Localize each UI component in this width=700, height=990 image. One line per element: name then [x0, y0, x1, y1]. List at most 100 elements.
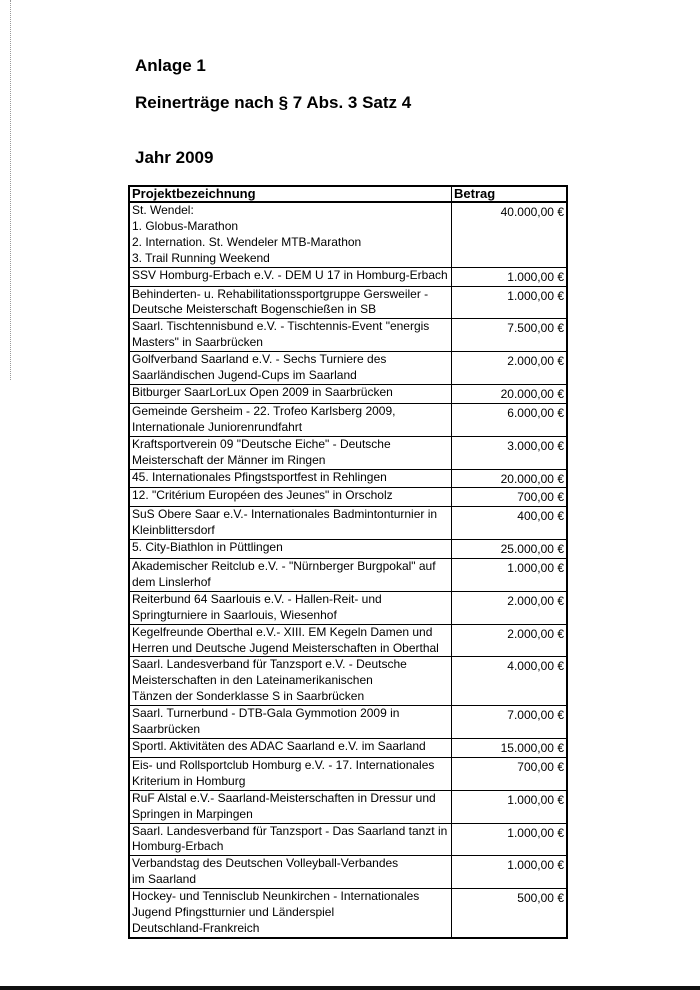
amount-cell: 1.000,00 €	[451, 558, 567, 592]
table-row: Sportl. Aktivitäten des ADAC Saarland e.…	[128, 738, 567, 758]
table-row: Saarl. Turnerbund - DTB-Gala Gymmotion 2…	[128, 705, 567, 739]
table-row: Hockey- und Tennisclub Neunkirchen - Int…	[128, 888, 567, 938]
project-line: Internationale Juniorenrundfahrt	[132, 419, 303, 434]
amount-cell: 1.000,00 €	[451, 266, 567, 287]
table-row: Kraftsportverein 09 "Deutsche Eiche" - D…	[128, 435, 567, 469]
amount-cell: 1.000,00 €	[451, 855, 567, 889]
amount-cell: 40.000,00 €	[451, 201, 567, 268]
project-line: Reiterbund 64 Saarlouis e.V. - Hallen-Re…	[132, 591, 382, 606]
project-line: Saarl. Tischtennisbund e.V. - Tischtenni…	[132, 319, 430, 334]
table-head: Projektbezeichnung Betrag	[128, 186, 567, 203]
amount-cell: 400,00 €	[451, 506, 567, 540]
project-cell: Behinderten- u. Rehabilitationssportgrup…	[128, 285, 452, 319]
project-line: Jugend Pfingstturnier und Länderspiel	[132, 905, 335, 920]
document-title: Reinerträge nach § 7 Abs. 3 Satz 4	[135, 93, 412, 112]
project-line: Saarbrücken	[132, 722, 201, 737]
scan-edge	[0, 986, 700, 990]
project-cell: RuF Alstal e.V.- Saarland-Meisterschafte…	[128, 789, 452, 824]
project-cell: Reiterbund 64 Saarlouis e.V. - Hallen-Re…	[128, 590, 452, 625]
project-line: Kleinblittersdorf	[132, 523, 215, 538]
amount-cell: 7.500,00 €	[451, 318, 567, 352]
project-line: Golfverband Saarland e.V. - Sechs Turnie…	[132, 352, 387, 367]
table-row: SSV Homburg-Erbach e.V. - DEM U 17 in Ho…	[128, 266, 567, 287]
amount-cell: 700,00 €	[451, 756, 567, 791]
table-row: Behinderten- u. Rehabilitationssportgrup…	[128, 285, 567, 319]
project-cell: 45. Internationales Pfingstsportfest in …	[128, 468, 452, 488]
project-cell: SuS Obere Saar e.V.- Internationales Bad…	[128, 506, 452, 540]
header-row: Projektbezeichnung Betrag	[128, 186, 567, 203]
table-row: Bitburger SaarLorLux Open 2009 in Saarbr…	[128, 383, 567, 404]
table-row: St. Wendel: 1. Globus-Marathon 2. Internat…	[128, 201, 567, 268]
amount-cell: 1.000,00 €	[451, 822, 567, 856]
annex-label: Anlage 1	[135, 56, 206, 75]
amount-cell: 25.000,00 €	[451, 539, 567, 559]
project-cell: Hockey- und Tennisclub Neunkirchen - Int…	[128, 888, 452, 938]
amount-cell: 500,00 €	[451, 888, 567, 938]
project-line: Meisterschaft der Männer im Ringen	[132, 452, 326, 467]
project-line: 12. "Critérium Européen des Jeunes" in O…	[132, 488, 393, 503]
project-line: im Saarland	[132, 872, 197, 887]
project-line: RuF Alstal e.V.- Saarland-Meisterschafte…	[132, 790, 436, 805]
amount-cell: 1.000,00 €	[451, 789, 567, 824]
table-row: Verbandstag des Deutschen Volleyball-Ver…	[128, 855, 567, 889]
table-row: Saarl. Landesverband für Tanzsport e.V. …	[128, 656, 567, 706]
project-cell: Eis- und Rollsportclub Homburg e.V. - 17…	[128, 756, 452, 791]
table-row: Kegelfreunde Oberthal e.V.- XIII. EM Keg…	[128, 623, 567, 657]
project-line: Kriterium in Homburg	[132, 773, 246, 788]
amount-cell: 20.000,00 €	[451, 383, 567, 404]
project-line: Saarl. Turnerbund - DTB-Gala Gymmotion 2…	[132, 706, 400, 721]
project-line: Springturniere in Saarlouis, Wiesenhof	[132, 607, 337, 622]
project-line: Verbandstag des Deutschen Volleyball-Ver…	[132, 856, 399, 871]
project-line: Gemeinde Gersheim - 22. Trofeo Karlsberg…	[132, 403, 396, 418]
table-row: 5. City-Biathlon in Püttlingen 25.000,00 …	[128, 539, 567, 559]
project-line: Springen in Marpingen	[132, 806, 253, 821]
project-cell: Verbandstag des Deutschen Volleyball-Ver…	[128, 855, 452, 889]
table-row: Eis- und Rollsportclub Homburg e.V. - 17…	[128, 756, 567, 791]
table-row: SuS Obere Saar e.V.- Internationales Bad…	[128, 506, 567, 540]
project-line: Eis- und Rollsportclub Homburg e.V. - 17…	[132, 757, 435, 772]
amount-cell: 3.000,00 €	[451, 435, 567, 469]
amount-cell: 2.000,00 €	[451, 623, 567, 657]
project-cell: Kraftsportverein 09 "Deutsche Eiche" - D…	[128, 435, 452, 469]
project-cell: St. Wendel: 1. Globus-Marathon 2. Internat…	[128, 201, 452, 268]
project-line: Saarl. Landesverband für Tanzsport - Das…	[132, 823, 448, 838]
table-row: Saarl. Tischtennisbund e.V. - Tischtenni…	[128, 318, 567, 352]
amount-cell: 20.000,00 €	[451, 468, 567, 488]
table-row: Akademischer Reitclub e.V. - "Nürnberger…	[128, 558, 567, 592]
project-line: Saarl. Landesverband für Tanzsport e.V. …	[132, 657, 407, 672]
project-line: Meisterschaften in den Lateinamerikanisc…	[132, 673, 373, 688]
project-line: 5. City-Biathlon in Püttlingen	[132, 540, 283, 555]
scan-edge	[10, 0, 11, 380]
column-header: Betrag	[451, 186, 567, 203]
project-line: SuS Obere Saar e.V.- Internationales Bad…	[132, 507, 438, 522]
project-line: 45. Internationales Pfingstsportfest in …	[132, 469, 387, 484]
project-cell: Saarl. Landesverband für Tanzsport e.V. …	[128, 656, 452, 706]
project-cell: Sportl. Aktivitäten des ADAC Saarland e.…	[128, 738, 452, 758]
amount-cell: 15.000,00 €	[451, 738, 567, 758]
amount-cell: 7.000,00 €	[451, 705, 567, 739]
project-line: Homburg-Erbach	[132, 839, 224, 854]
project-line: Sportl. Aktivitäten des ADAC Saarland e.…	[132, 739, 426, 753]
project-line: Kraftsportverein 09 "Deutsche Eiche" - D…	[132, 436, 391, 451]
project-line: Akademischer Reitclub e.V. - "Nürnberger…	[132, 559, 436, 574]
project-cell: Gemeinde Gersheim - 22. Trofeo Karlsberg…	[128, 402, 452, 437]
amount-cell: 2.000,00 €	[451, 590, 567, 625]
table-row: 45. Internationales Pfingstsportfest in …	[128, 468, 567, 488]
project-line: Masters" in Saarbrücken	[132, 335, 263, 350]
project-line: Deutsche Meisterschaft Bogenschießen in …	[132, 302, 377, 317]
project-line: 2. Internation. St. Wendeler MTB-Maratho…	[132, 234, 362, 249]
project-line: 3. Trail Running Weekend	[132, 250, 270, 265]
project-cell: Saarl. Tischtennisbund e.V. - Tischtenni…	[128, 318, 452, 352]
project-cell: 5. City-Biathlon in Püttlingen	[128, 539, 452, 559]
table-row: Golfverband Saarland e.V. - Sechs Turnie…	[128, 351, 567, 385]
amount-cell: 1.000,00 €	[451, 285, 567, 319]
amount-cell: 6.000,00 €	[451, 402, 567, 437]
project-line: Behinderten- u. Rehabilitationssportgrup…	[132, 286, 429, 301]
amount-cell: 2.000,00 €	[451, 351, 567, 385]
amount-cell: 4.000,00 €	[451, 656, 567, 706]
project-cell: SSV Homburg-Erbach e.V. - DEM U 17 in Ho…	[128, 266, 452, 287]
amounts-table: Projektbezeichnung Betrag St. Wendel: 1. …	[128, 185, 568, 939]
table-row: Gemeinde Gersheim - 22. Trofeo Karlsberg…	[128, 402, 567, 437]
